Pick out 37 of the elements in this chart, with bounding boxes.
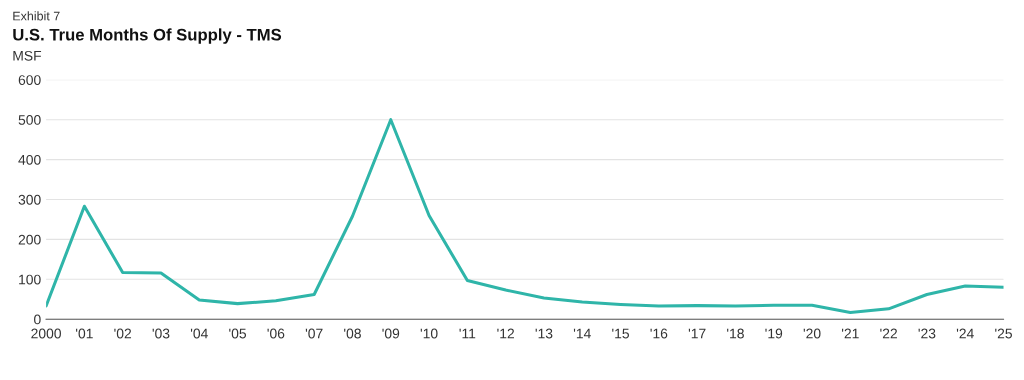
x-tick-label: '16 [650,328,668,339]
x-tick-label: '19 [765,328,783,339]
chart-subtitle: Exhibit 7 [13,11,60,21]
x-tick-label: '02 [114,328,132,339]
line-series [46,118,1004,314]
y-tick-label: 300 [18,194,41,205]
y-tick-label: 200 [18,234,41,245]
x-tick-label: '20 [803,328,821,339]
x-tick-label: '09 [382,328,400,339]
x-tick-label: '13 [535,328,553,339]
y-tick-label: 0 [34,314,41,325]
x-tick-label: '24 [956,328,974,339]
x-tick-label: 2000 [31,328,61,339]
y-tick-label: 100 [19,274,41,285]
x-tick-label: '07 [305,328,323,339]
x-tick-label: '25 [995,328,1012,339]
y-axis-title: MSF [13,50,42,61]
y-tick-label: 500 [18,115,41,125]
x-tick-label: '12 [497,328,514,339]
x-tick-label: '05 [229,328,247,339]
x-tick-label: '03 [152,328,170,339]
x-tick-label: '17 [688,328,706,339]
x-tick-label: '04 [190,328,208,339]
chart-title: U.S. True Months Of Supply - TMS [13,28,282,44]
x-tick-label: '15 [612,328,630,339]
x-tick-label: '14 [573,328,591,339]
x-tick-label: '23 [918,328,936,339]
x-tick-label: '01 [76,328,93,339]
x-tick-label: '08 [344,328,361,339]
x-tick-label: '10 [420,328,438,339]
x-tick-label: '06 [267,328,285,339]
y-tick-label: 600 [18,75,41,85]
x-tick-label: '18 [727,328,744,339]
y-tick-label: 400 [18,154,41,165]
x-tick-label: '21 [841,328,859,339]
x-tick-label: '22 [880,328,897,339]
x-tick-label: '11 [459,328,476,339]
